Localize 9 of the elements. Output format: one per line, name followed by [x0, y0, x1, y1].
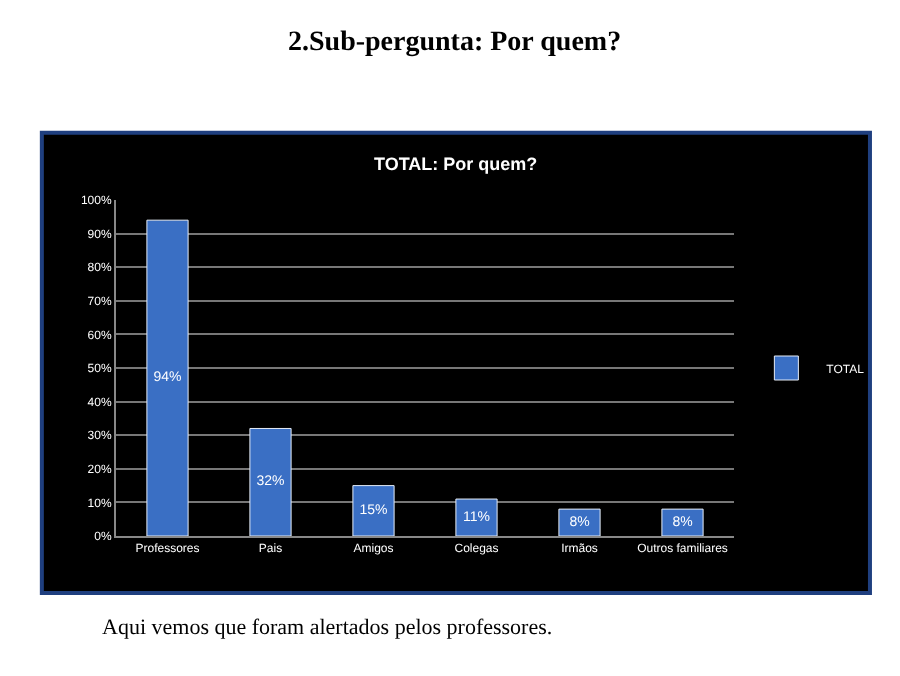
chart-title: 2.Sub-pergunta: Por quem?: [288, 28, 622, 58]
bar: [455, 498, 498, 536]
text: Aqui vemos que foram alertados pelos professores.: [102, 616, 553, 640]
bar: [249, 427, 292, 536]
bar: [661, 508, 704, 536]
bar: [352, 485, 395, 536]
bar: [146, 219, 189, 536]
chart-subtitle: TOTAL: Por quem?: [374, 154, 538, 174]
bar: [558, 508, 601, 536]
